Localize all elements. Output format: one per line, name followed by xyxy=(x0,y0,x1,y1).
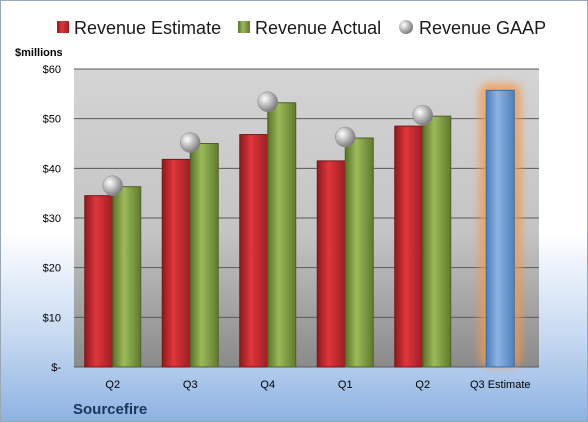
unit-label: $millions xyxy=(15,47,63,59)
legend-label-revenue-gaap: Revenue GAAP xyxy=(419,18,546,38)
revenue-actual-bar xyxy=(189,143,219,368)
bars xyxy=(84,83,522,368)
x-tick-label: Q3 Estimate xyxy=(470,379,531,391)
legend-label-revenue-estimate: Revenue Estimate xyxy=(74,18,221,38)
gaap-markers xyxy=(102,91,433,196)
revenue-actual-bar xyxy=(267,102,297,368)
x-tick-label: Q2 xyxy=(105,379,120,391)
x-tick-label: Q4 xyxy=(260,379,275,391)
x-tick-label: Q1 xyxy=(338,379,353,391)
legend-swatch-revenue-estimate xyxy=(57,21,69,33)
revenue-gaap-marker xyxy=(257,91,278,113)
revenue-actual-bar xyxy=(112,186,142,368)
revenue-gaap-marker xyxy=(335,126,356,148)
y-tick-label: $40 xyxy=(43,163,61,175)
legend: Revenue Estimate Revenue Actual Revenue … xyxy=(57,18,546,38)
x-axis-ticks: Q2 Q3 Q4 Q1 Q2 Q3 Estimate xyxy=(105,379,530,391)
y-tick-label: $- xyxy=(51,362,61,374)
legend-swatch-revenue-actual xyxy=(238,21,250,33)
revenue-gaap-marker xyxy=(102,175,123,196)
y-tick-label: $20 xyxy=(43,263,61,275)
legend-marker-revenue-gaap xyxy=(399,20,413,34)
revenue-estimate-bar xyxy=(394,125,424,368)
x-tick-label: Q3 xyxy=(183,379,198,391)
revenue-estimate-bar xyxy=(239,134,269,368)
revenue-actual-bar xyxy=(344,137,374,368)
revenue-estimate-bar xyxy=(316,160,346,368)
revenue-gaap-marker xyxy=(412,104,433,126)
y-tick-label: $10 xyxy=(43,312,61,324)
revenue-estimate-bar xyxy=(161,158,191,368)
y-tick-label: $60 xyxy=(43,64,61,76)
x-tick-label: Q2 xyxy=(415,379,430,391)
brand-label: Sourcefire xyxy=(73,401,147,418)
y-tick-label: $30 xyxy=(43,213,61,225)
revenue-gaap-marker xyxy=(180,132,201,153)
revenue-estimate-bar xyxy=(84,195,114,368)
revenue-actual-bar xyxy=(422,115,452,368)
projected-estimate-bar xyxy=(485,89,515,368)
gridlines xyxy=(74,68,539,368)
y-tick-label: $50 xyxy=(43,114,61,126)
y-axis-ticks: $- $10 $20 $30 $40 $50 $60 xyxy=(43,64,62,374)
legend-label-revenue-actual: Revenue Actual xyxy=(255,18,381,38)
